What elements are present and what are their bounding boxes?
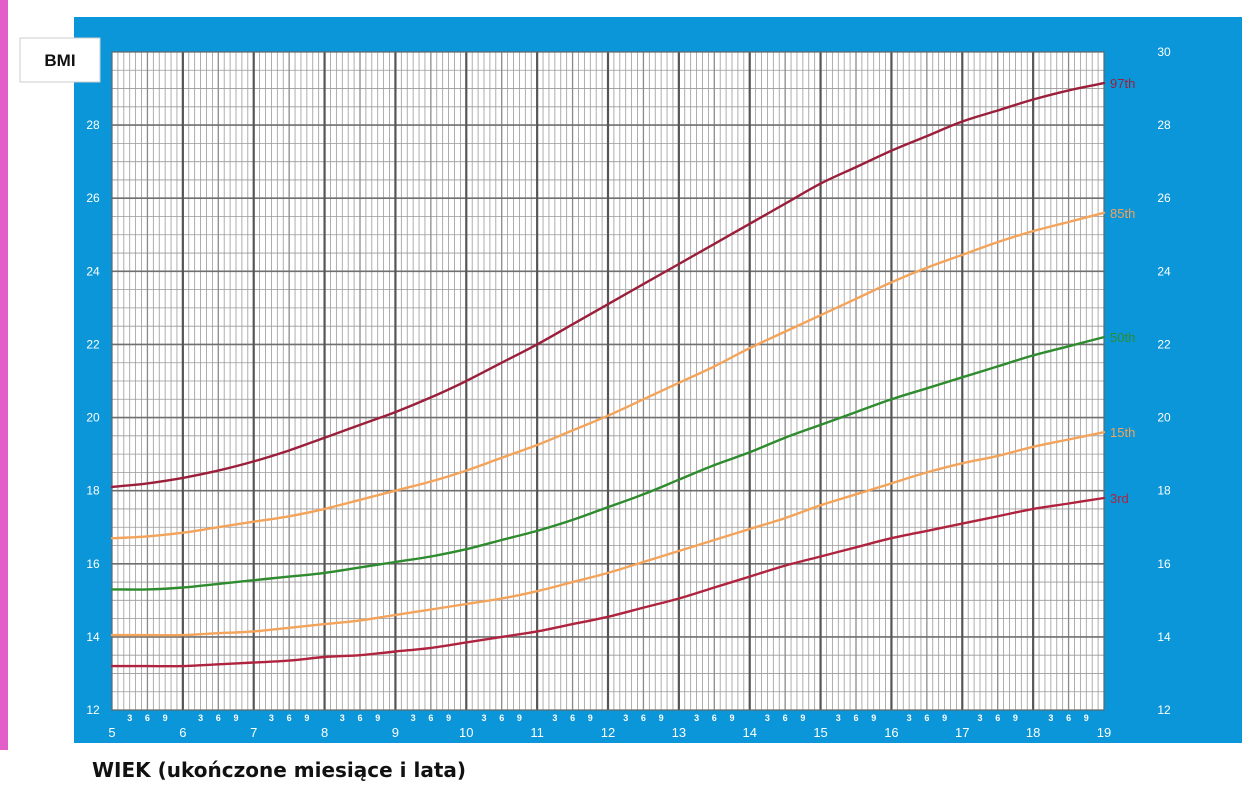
accent-bar: [0, 0, 8, 750]
month-tick-9: 9: [800, 713, 805, 723]
x-tick-13: 13: [672, 725, 686, 740]
month-tick-6: 6: [145, 713, 150, 723]
y-tick-left-24: 24: [86, 264, 100, 278]
y-tick-left-14: 14: [86, 630, 100, 644]
month-tick-3: 3: [340, 713, 345, 723]
x-tick-6: 6: [179, 725, 186, 740]
y-tick-left-26: 26: [86, 191, 100, 205]
x-tick-17: 17: [955, 725, 969, 740]
month-tick-6: 6: [428, 713, 433, 723]
y-tick-right-30: 30: [1157, 45, 1171, 59]
month-tick-9: 9: [729, 713, 734, 723]
x-tick-14: 14: [742, 725, 756, 740]
y-tick-right-16: 16: [1157, 557, 1171, 571]
month-tick-6: 6: [499, 713, 504, 723]
month-tick-3: 3: [765, 713, 770, 723]
percentile-label-50th: 50th: [1110, 330, 1135, 345]
percentile-line-50th: [110, 335, 1106, 591]
month-tick-9: 9: [375, 713, 380, 723]
month-tick-9: 9: [871, 713, 876, 723]
month-tick-6: 6: [853, 713, 858, 723]
percentile-line-15th: [110, 431, 1106, 637]
month-tick-9: 9: [446, 713, 451, 723]
x-tick-12: 12: [601, 725, 615, 740]
percentile-label-3rd: 3rd: [1110, 491, 1129, 506]
y-tick-left-18: 18: [86, 484, 100, 498]
percentile-label-15th: 15th: [1110, 425, 1135, 440]
x-tick-8: 8: [321, 725, 328, 740]
month-tick-6: 6: [357, 713, 362, 723]
month-tick-6: 6: [641, 713, 646, 723]
y-tick-right-20: 20: [1157, 411, 1171, 425]
month-tick-6: 6: [570, 713, 575, 723]
y-tick-left-28: 28: [86, 118, 100, 132]
x-tick-5: 5: [108, 725, 115, 740]
month-tick-6: 6: [995, 713, 1000, 723]
y-tick-right-26: 26: [1157, 191, 1171, 205]
x-axis-title: WIEK (ukończone miesiące i lata): [92, 758, 467, 782]
x-tick-15: 15: [813, 725, 827, 740]
month-tick-3: 3: [977, 713, 982, 723]
month-tick-9: 9: [517, 713, 522, 723]
month-tick-9: 9: [1084, 713, 1089, 723]
month-tick-3: 3: [127, 713, 132, 723]
y-tick-right-12: 12: [1157, 703, 1171, 717]
x-tick-7: 7: [250, 725, 257, 740]
month-tick-6: 6: [924, 713, 929, 723]
month-tick-9: 9: [588, 713, 593, 723]
month-tick-6: 6: [287, 713, 292, 723]
month-tick-6: 6: [216, 713, 221, 723]
month-tick-3: 3: [198, 713, 203, 723]
ylabel-box: [19, 37, 101, 83]
y-tick-right-18: 18: [1157, 484, 1171, 498]
month-tick-6: 6: [712, 713, 717, 723]
x-tick-10: 10: [459, 725, 473, 740]
x-tick-16: 16: [884, 725, 898, 740]
month-tick-3: 3: [481, 713, 486, 723]
y-tick-left-16: 16: [86, 557, 100, 571]
month-tick-3: 3: [552, 713, 557, 723]
month-tick-9: 9: [1013, 713, 1018, 723]
x-tick-19: 19: [1097, 725, 1111, 740]
percentile-line-3rd: [110, 496, 1106, 668]
month-tick-3: 3: [907, 713, 912, 723]
month-tick-3: 3: [694, 713, 699, 723]
month-tick-9: 9: [233, 713, 238, 723]
percentile-label-85th: 85th: [1110, 206, 1135, 221]
plot-border: [111, 51, 1105, 711]
month-tick-6: 6: [1066, 713, 1071, 723]
y-tick-right-22: 22: [1157, 337, 1171, 351]
month-tick-9: 9: [659, 713, 664, 723]
month-tick-9: 9: [942, 713, 947, 723]
percentile-line-97th: [110, 81, 1106, 489]
month-tick-3: 3: [411, 713, 416, 723]
x-tick-11: 11: [530, 725, 544, 740]
month-tick-6: 6: [783, 713, 788, 723]
x-tick-18: 18: [1026, 725, 1040, 740]
y-axis-title: BMI: [44, 51, 75, 70]
y-tick-right-28: 28: [1157, 118, 1171, 132]
month-tick-9: 9: [163, 713, 168, 723]
percentile-label-97th: 97th: [1110, 76, 1135, 91]
month-tick-3: 3: [269, 713, 274, 723]
y-tick-left-20: 20: [86, 411, 100, 425]
month-tick-3: 3: [1048, 713, 1053, 723]
y-tick-left-12: 12: [86, 703, 100, 717]
month-tick-3: 3: [623, 713, 628, 723]
y-tick-left-22: 22: [86, 337, 100, 351]
x-tick-9: 9: [392, 725, 399, 740]
y-tick-right-24: 24: [1157, 264, 1171, 278]
percentile-line-85th: [110, 211, 1106, 540]
month-tick-9: 9: [304, 713, 309, 723]
month-tick-3: 3: [836, 713, 841, 723]
y-tick-right-14: 14: [1157, 630, 1171, 644]
